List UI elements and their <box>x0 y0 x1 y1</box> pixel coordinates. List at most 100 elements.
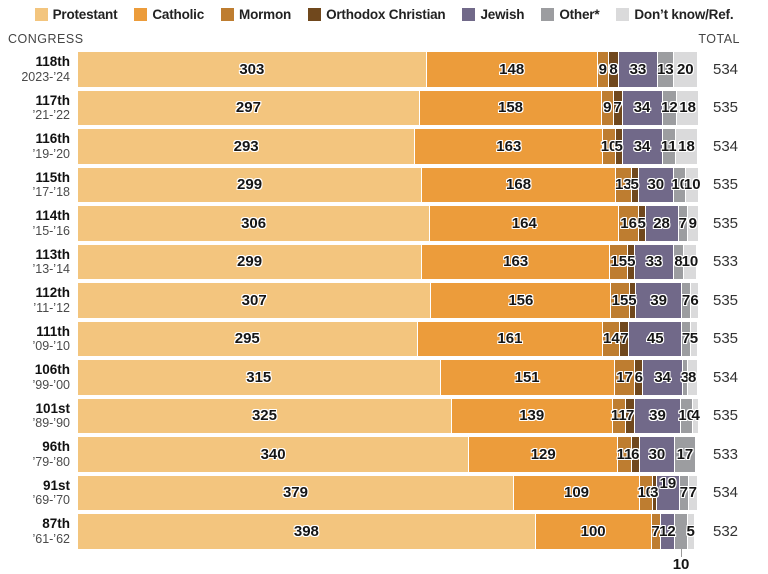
segment-value-label: 11 <box>616 445 633 463</box>
bar-track: 315 151 17 6 34 3 8 <box>78 360 700 395</box>
legend-swatch-icon <box>616 7 630 21</box>
bar-segment: 8 <box>608 52 619 87</box>
bar-segment: 17 <box>675 437 695 472</box>
segment-value-label: 30 <box>647 176 665 194</box>
bar-segment: 10 <box>684 167 701 202</box>
bar-segment: 18 <box>677 90 698 125</box>
bar-segment: 379 <box>78 475 513 510</box>
segment-value-label: 14 <box>603 330 620 348</box>
congress-row: 87th ’61-’62 398 100 7 12 10 5 532 <box>8 514 768 573</box>
segment-value-label: 379 <box>282 484 308 502</box>
bar-segment: 34 <box>643 360 683 395</box>
segment-value-label: 129 <box>530 445 556 463</box>
bar-segment: 3 <box>650 475 658 510</box>
segment-value-label: 17 <box>616 368 633 386</box>
legend-swatch-icon <box>308 7 322 21</box>
bar-segment: 16 <box>619 206 638 241</box>
row-label: 117th ’21-’22 <box>8 93 78 123</box>
segment-value-label: 8 <box>609 60 618 78</box>
segment-value-label: 163 <box>496 137 522 155</box>
segment-value-label: 39 <box>650 291 668 309</box>
segment-value-label: 109 <box>563 484 590 502</box>
row-label: 114th ’15-’16 <box>8 208 78 238</box>
segment-value-label: 307 <box>241 291 267 309</box>
bar-segment: 4 <box>691 398 700 433</box>
bar-segment: 8 <box>687 360 697 395</box>
legend-swatch-icon <box>34 7 48 21</box>
bar-segment: 151 <box>440 360 614 395</box>
bar-track: 299 163 15 5 33 8 10 <box>78 244 700 279</box>
bar-track: 299 168 13 5 30 10 10 <box>78 167 701 202</box>
bar-segment: 325 <box>78 398 451 433</box>
stacked-bar: 297 158 9 7 34 12 18 <box>78 90 700 125</box>
congress-row: 91st ’69-’70 379 109 10 3 19 7 7 534 <box>8 475 768 510</box>
bar-segment: 163 <box>422 244 610 279</box>
congress-years: ’09-’10 <box>32 339 70 354</box>
segment-value-label: 295 <box>234 330 260 348</box>
bar-segment: 7 <box>626 398 634 433</box>
total-column-header: TOTAL <box>698 32 740 46</box>
segment-value-label: 299 <box>237 176 263 194</box>
segment-value-label: 325 <box>251 407 277 425</box>
bar-segment: 156 <box>431 283 611 318</box>
segment-value-label: 5 <box>628 291 637 309</box>
congress-number: 114th <box>35 208 70 224</box>
segment-value-label: 34 <box>633 137 651 155</box>
bar-segment: 10 <box>678 398 695 433</box>
bar-segment: 129 <box>469 437 618 472</box>
congress-years: ’15-’16 <box>32 223 70 238</box>
congress-row: 111th ’09-’10 295 161 14 7 45 7 5 535 <box>8 321 768 356</box>
bar-segment: 33 <box>635 244 673 279</box>
row-total: 535 <box>713 214 739 232</box>
segment-value-label: 8 <box>688 368 697 386</box>
bar-segment: 299 <box>78 167 422 202</box>
congress-number: 118th <box>35 54 70 70</box>
bar-segment: 315 <box>78 360 440 395</box>
congress-row: 117th ’21-’22 297 158 9 7 34 12 18 535 <box>8 90 768 125</box>
segment-value-label: 8 <box>674 253 683 271</box>
segment-value-label: 10 <box>681 253 699 271</box>
segment-value-label: 18 <box>678 137 695 155</box>
segment-value-label: 10 <box>678 407 695 425</box>
bar-segment: 9 <box>687 206 698 241</box>
segment-value-label: 7 <box>613 99 622 117</box>
segment-value-label: 340 <box>260 445 286 463</box>
row-total: 534 <box>713 368 739 386</box>
stacked-bar: 303 148 9 8 33 13 20 <box>78 52 700 87</box>
legend-swatch-icon <box>134 7 148 21</box>
segment-value-label: 168 <box>506 176 532 194</box>
bar-track: 307 156 15 5 39 7 6 <box>78 283 700 318</box>
congress-number: 112th <box>35 285 70 301</box>
congress-years: ’61-’62 <box>32 531 70 546</box>
segment-value-label: 9 <box>598 60 607 78</box>
segment-value-label: 315 <box>246 368 272 386</box>
segment-value-label: 15 <box>611 291 629 309</box>
bar-segment: 14 <box>603 321 620 356</box>
segment-value-label: 306 <box>241 214 267 232</box>
segment-value-label: 5 <box>614 137 623 155</box>
congress-row: 96th ’79-’80 340 129 11 6 30 17 533 <box>8 437 768 472</box>
legend-item: Protestant <box>34 7 118 22</box>
row-total: 534 <box>713 137 739 155</box>
bar-track: 303 148 9 8 33 13 20 <box>78 52 700 87</box>
congress-row: 116th ’19-’20 293 163 10 5 34 11 18 534 <box>8 129 768 164</box>
segment-value-label: 17 <box>676 445 694 463</box>
bar-segment: 10 <box>671 167 688 202</box>
bar-segment: 299 <box>78 244 422 279</box>
congress-years: ’99-’00 <box>32 377 70 392</box>
congress-number: 111th <box>36 323 70 339</box>
row-total: 535 <box>713 291 739 309</box>
legend: Protestant Catholic Mormon Orthodox Christi… <box>0 0 768 23</box>
bar-segment: 19 <box>656 475 679 510</box>
row-total: 534 <box>713 484 739 502</box>
bar-segment: 6 <box>635 360 643 395</box>
segment-value-label: 5 <box>630 176 639 194</box>
bar-segment: 8 <box>674 244 684 279</box>
segment-value-label: 18 <box>679 99 696 117</box>
stacked-bar: 379 109 10 3 19 7 7 <box>78 475 700 510</box>
segment-value-label: 30 <box>648 445 666 463</box>
segment-value-label: 9 <box>603 99 612 117</box>
congress-row: 112th ’11-’12 307 156 15 5 39 7 6 535 <box>8 283 768 318</box>
bar-segment: 163 <box>415 129 603 164</box>
legend-item: Don’t know/Ref. <box>616 7 734 22</box>
